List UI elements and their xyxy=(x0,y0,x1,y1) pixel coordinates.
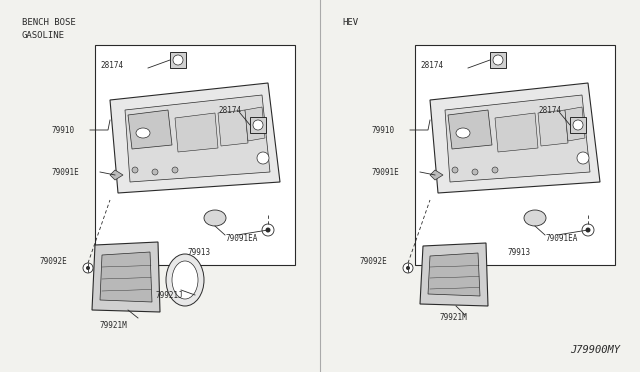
Circle shape xyxy=(173,55,183,65)
Circle shape xyxy=(493,55,503,65)
Circle shape xyxy=(586,228,591,232)
Polygon shape xyxy=(218,110,248,146)
Text: HEV: HEV xyxy=(342,18,358,27)
Text: 79092E: 79092E xyxy=(360,257,388,266)
Ellipse shape xyxy=(524,210,546,226)
Bar xyxy=(170,52,186,68)
Text: 79092E: 79092E xyxy=(40,257,68,266)
Polygon shape xyxy=(420,243,488,306)
Text: 79921J: 79921J xyxy=(155,291,183,299)
Polygon shape xyxy=(125,95,270,182)
Bar xyxy=(415,45,615,265)
Polygon shape xyxy=(245,107,265,141)
Circle shape xyxy=(262,224,274,236)
Text: J79900MY: J79900MY xyxy=(570,345,620,355)
Circle shape xyxy=(492,167,498,173)
Text: 79921M: 79921M xyxy=(440,314,468,323)
Bar xyxy=(95,45,295,265)
Text: 79091E: 79091E xyxy=(372,167,400,176)
Polygon shape xyxy=(128,110,172,149)
Circle shape xyxy=(266,228,271,232)
Ellipse shape xyxy=(204,210,226,226)
Ellipse shape xyxy=(257,152,269,164)
Text: 28174: 28174 xyxy=(100,61,123,70)
Circle shape xyxy=(253,120,263,130)
Polygon shape xyxy=(538,110,568,146)
Polygon shape xyxy=(110,170,123,180)
Circle shape xyxy=(582,224,594,236)
Polygon shape xyxy=(430,83,600,193)
Polygon shape xyxy=(175,113,218,152)
Ellipse shape xyxy=(577,152,589,164)
Circle shape xyxy=(83,263,93,273)
Text: 79091E: 79091E xyxy=(52,167,80,176)
Ellipse shape xyxy=(456,128,470,138)
Polygon shape xyxy=(445,95,590,182)
Text: 79091EA: 79091EA xyxy=(225,234,257,243)
Polygon shape xyxy=(448,110,492,149)
Circle shape xyxy=(452,167,458,173)
Text: 79910: 79910 xyxy=(52,125,75,135)
Polygon shape xyxy=(495,113,538,152)
Text: 79091EA: 79091EA xyxy=(545,234,577,243)
Text: 79921M: 79921M xyxy=(100,321,128,330)
Polygon shape xyxy=(110,83,280,193)
Ellipse shape xyxy=(172,261,198,299)
Text: 28174: 28174 xyxy=(420,61,443,70)
Bar xyxy=(250,117,266,133)
Bar xyxy=(490,52,506,68)
Text: 28174: 28174 xyxy=(218,106,241,115)
Text: 28174: 28174 xyxy=(538,106,561,115)
Polygon shape xyxy=(428,253,480,296)
Circle shape xyxy=(403,263,413,273)
Text: 79913: 79913 xyxy=(188,247,211,257)
Polygon shape xyxy=(100,252,152,302)
Circle shape xyxy=(152,169,158,175)
Circle shape xyxy=(406,266,410,270)
Circle shape xyxy=(132,167,138,173)
Polygon shape xyxy=(92,242,160,312)
Ellipse shape xyxy=(166,254,204,306)
Text: BENCH BOSE
GASOLINE: BENCH BOSE GASOLINE xyxy=(22,18,76,39)
Circle shape xyxy=(172,167,178,173)
Polygon shape xyxy=(565,107,585,141)
Circle shape xyxy=(472,169,478,175)
Text: 79913: 79913 xyxy=(508,247,531,257)
Ellipse shape xyxy=(136,128,150,138)
Circle shape xyxy=(86,266,90,270)
Text: 79910: 79910 xyxy=(372,125,395,135)
Polygon shape xyxy=(430,170,443,180)
Bar xyxy=(570,117,586,133)
Circle shape xyxy=(573,120,583,130)
